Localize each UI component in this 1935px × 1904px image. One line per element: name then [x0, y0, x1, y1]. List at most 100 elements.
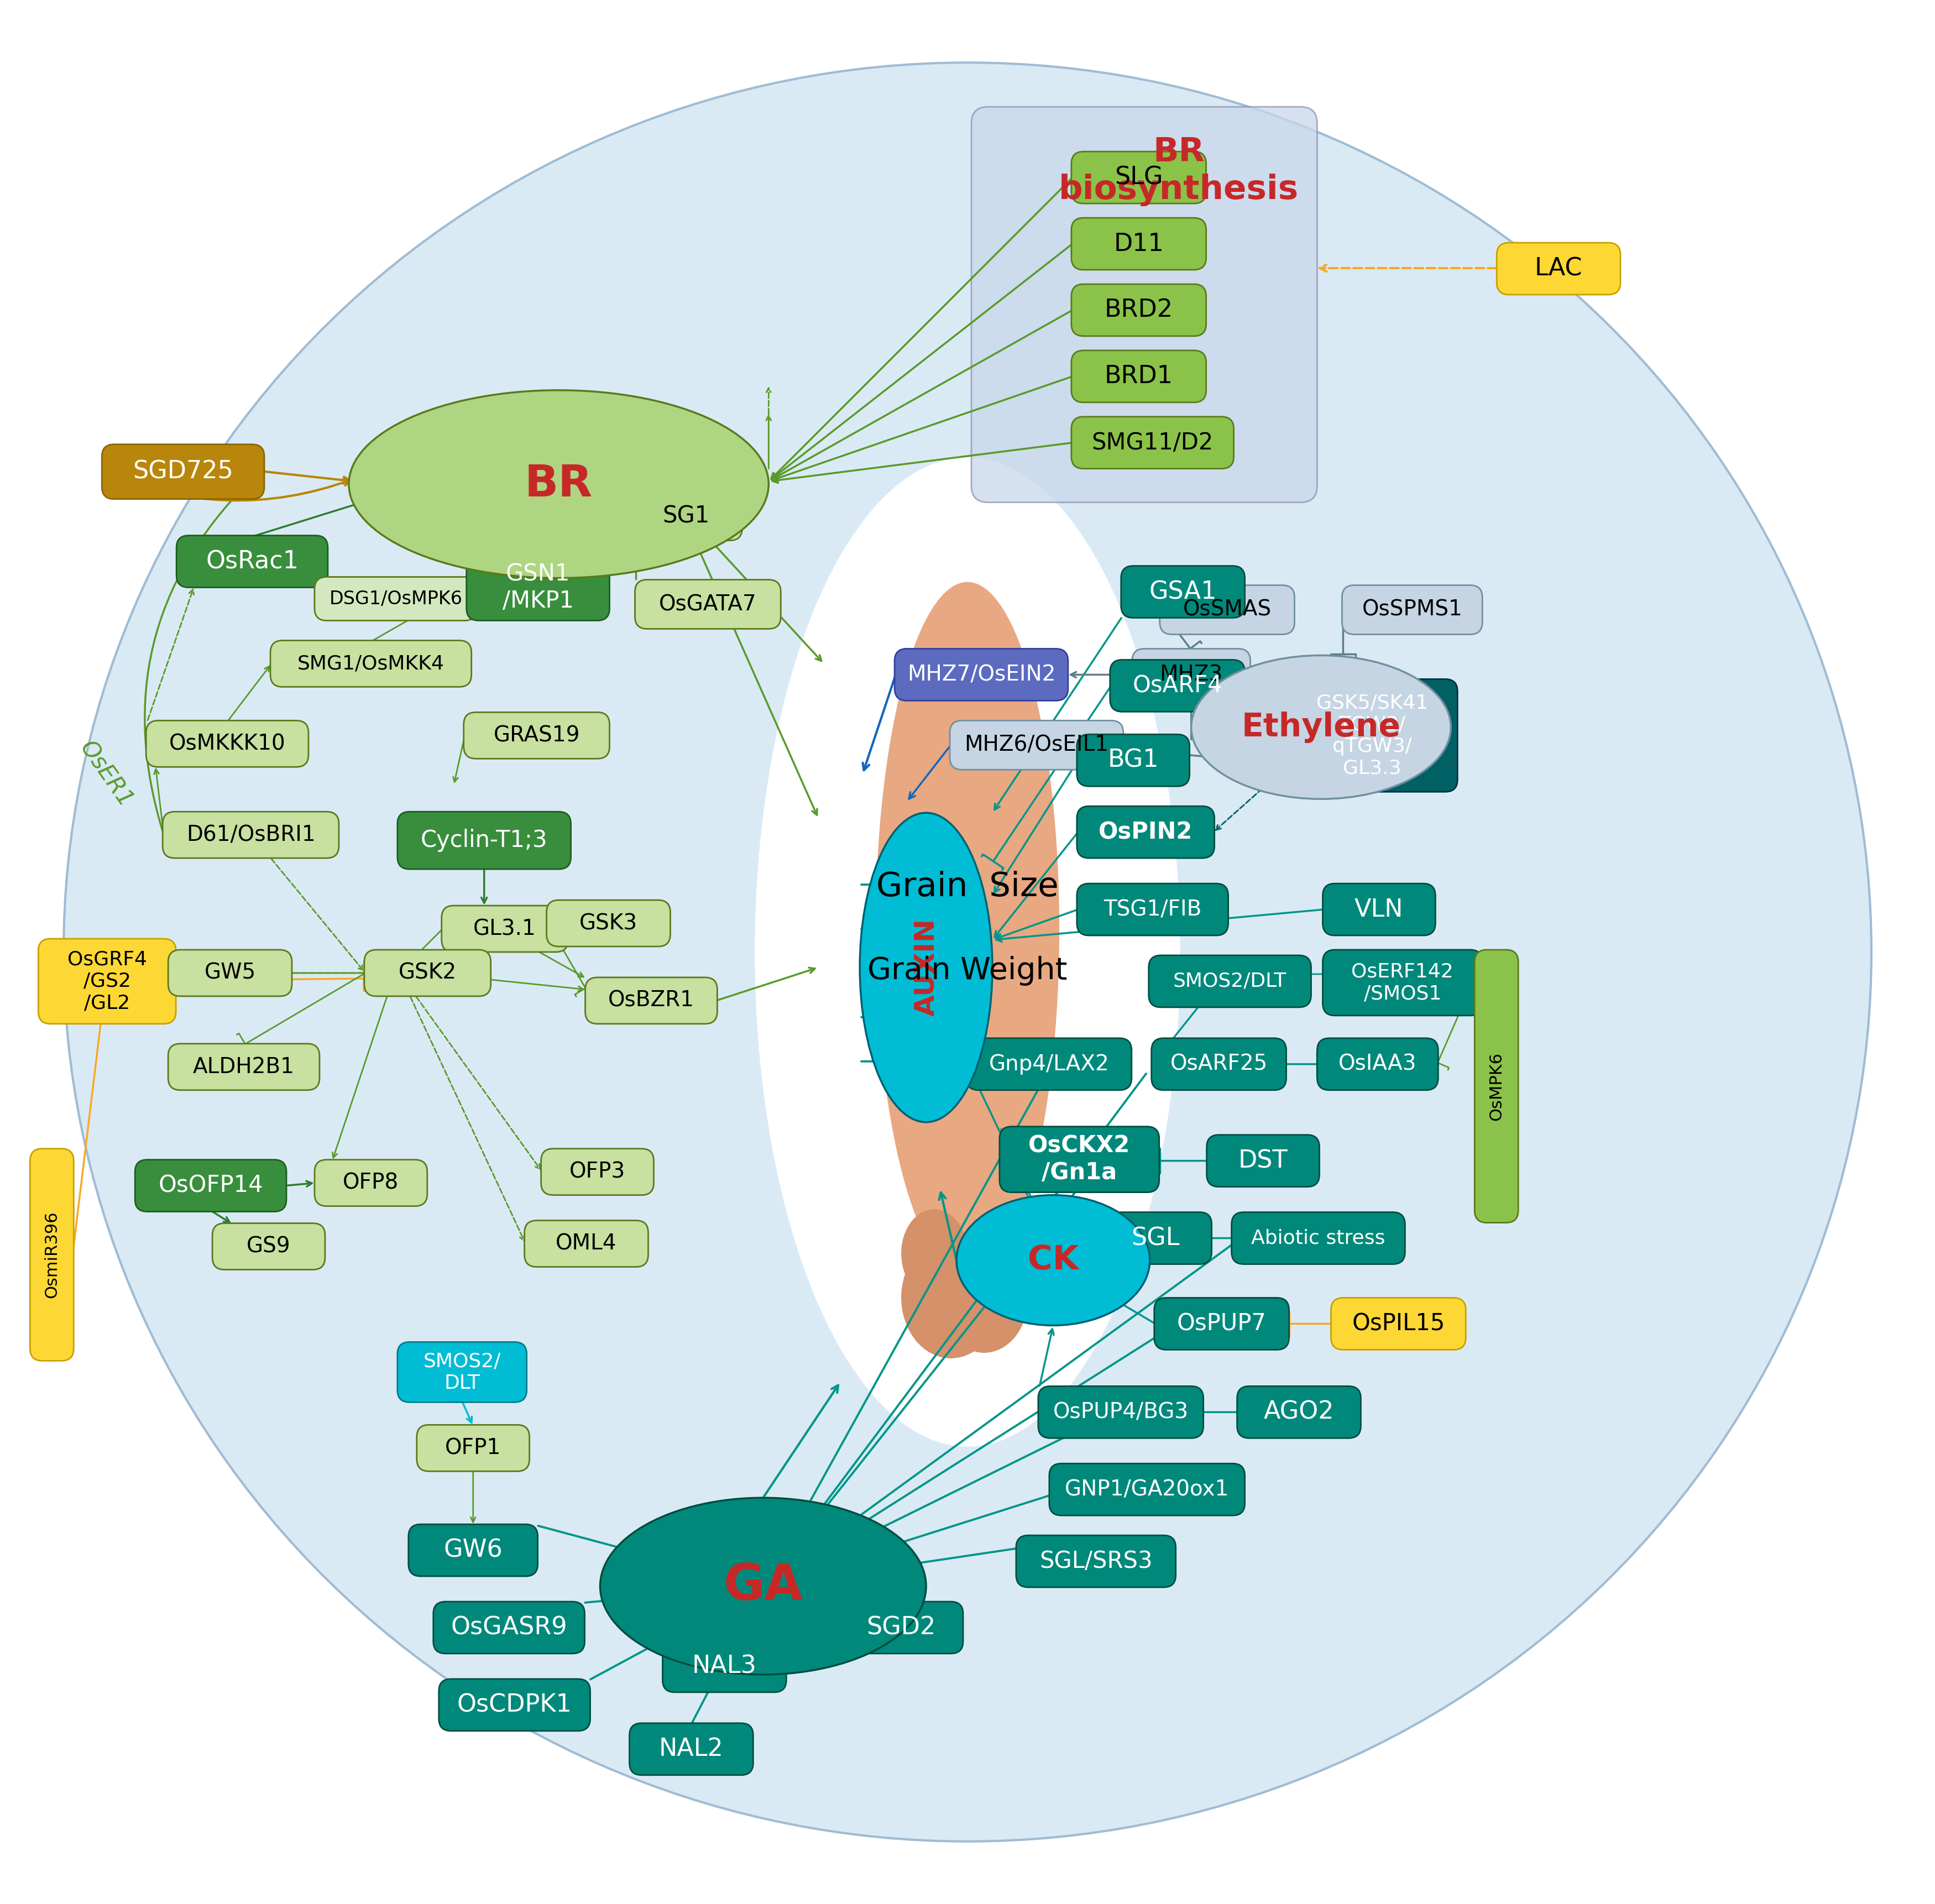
FancyBboxPatch shape [213, 1222, 325, 1270]
FancyBboxPatch shape [1072, 350, 1206, 402]
Text: OsBZR1: OsBZR1 [608, 990, 695, 1011]
FancyBboxPatch shape [39, 939, 176, 1024]
Text: BG1: BG1 [1107, 748, 1159, 773]
Text: GSK2: GSK2 [399, 963, 457, 984]
Text: TSG1/FIB: TSG1/FIB [1103, 899, 1202, 920]
Text: SMOS2/DLT: SMOS2/DLT [1173, 971, 1287, 990]
FancyBboxPatch shape [1324, 950, 1482, 1015]
FancyBboxPatch shape [629, 1723, 753, 1775]
Ellipse shape [859, 813, 993, 1121]
Text: SGL: SGL [1132, 1226, 1180, 1251]
FancyBboxPatch shape [1236, 1386, 1360, 1438]
FancyBboxPatch shape [1078, 735, 1190, 786]
FancyBboxPatch shape [1132, 649, 1250, 701]
Text: OsOFP14: OsOFP14 [159, 1175, 263, 1198]
Text: BR
biosynthesis: BR biosynthesis [1058, 135, 1298, 206]
FancyBboxPatch shape [1149, 956, 1312, 1007]
Text: MHZ7/OsEIN2: MHZ7/OsEIN2 [908, 664, 1055, 685]
FancyBboxPatch shape [950, 720, 1124, 769]
Text: GA: GA [724, 1561, 803, 1611]
FancyBboxPatch shape [894, 649, 1068, 701]
Text: OsRac1: OsRac1 [205, 550, 298, 573]
FancyBboxPatch shape [1072, 284, 1206, 337]
FancyBboxPatch shape [542, 1148, 654, 1196]
FancyBboxPatch shape [1072, 152, 1206, 204]
Text: OsGATA7: OsGATA7 [660, 594, 757, 615]
FancyBboxPatch shape [629, 491, 743, 541]
FancyBboxPatch shape [1207, 1135, 1320, 1186]
Ellipse shape [902, 1209, 968, 1297]
Text: OFP3: OFP3 [569, 1161, 625, 1182]
Text: OsPUP7: OsPUP7 [1176, 1312, 1265, 1335]
FancyBboxPatch shape [1231, 1213, 1405, 1264]
FancyBboxPatch shape [464, 712, 610, 758]
Text: OsGASR9: OsGASR9 [451, 1616, 567, 1639]
Text: GL3.1: GL3.1 [474, 918, 536, 939]
Text: AGO2: AGO2 [1264, 1399, 1335, 1424]
FancyBboxPatch shape [1159, 585, 1295, 634]
Text: BR: BR [524, 463, 592, 506]
Text: DST: DST [1238, 1148, 1289, 1173]
Text: VLN: VLN [1354, 897, 1403, 922]
Text: MHZ3: MHZ3 [1159, 664, 1223, 685]
FancyBboxPatch shape [441, 906, 569, 952]
Text: OML4: OML4 [555, 1234, 617, 1255]
FancyBboxPatch shape [315, 577, 476, 621]
FancyBboxPatch shape [103, 444, 265, 499]
Text: SGL/SRS3: SGL/SRS3 [1039, 1550, 1153, 1573]
Ellipse shape [969, 1213, 1031, 1295]
Text: SLG: SLG [1115, 166, 1163, 188]
Text: GSN1
/MKP1: GSN1 /MKP1 [503, 564, 573, 613]
Text: Ethylene: Ethylene [1242, 712, 1401, 743]
Text: GNP1/GA20ox1: GNP1/GA20ox1 [1064, 1479, 1229, 1500]
Text: Abiotic stress: Abiotic stress [1252, 1228, 1385, 1247]
FancyBboxPatch shape [315, 1160, 428, 1205]
Ellipse shape [902, 1238, 1000, 1358]
Text: BRD2: BRD2 [1105, 299, 1173, 322]
FancyBboxPatch shape [439, 1679, 590, 1731]
FancyBboxPatch shape [1016, 1535, 1176, 1588]
FancyBboxPatch shape [416, 1424, 530, 1472]
Text: SMG11/D2: SMG11/D2 [1091, 430, 1213, 455]
Ellipse shape [64, 63, 1871, 1841]
FancyBboxPatch shape [1072, 217, 1206, 270]
FancyBboxPatch shape [635, 579, 782, 628]
FancyBboxPatch shape [1078, 805, 1215, 859]
Ellipse shape [1192, 655, 1451, 800]
FancyBboxPatch shape [163, 811, 339, 859]
Text: OsCKX2
/Gn1a: OsCKX2 /Gn1a [1027, 1135, 1130, 1184]
Text: NAL2: NAL2 [660, 1736, 724, 1761]
FancyBboxPatch shape [364, 950, 491, 996]
Text: GS9: GS9 [246, 1236, 290, 1257]
Ellipse shape [755, 457, 1180, 1447]
FancyBboxPatch shape [1496, 242, 1620, 295]
FancyBboxPatch shape [433, 1601, 584, 1653]
Text: SGD2: SGD2 [867, 1616, 937, 1639]
FancyBboxPatch shape [1343, 585, 1482, 634]
Ellipse shape [940, 1241, 1027, 1354]
Ellipse shape [600, 1498, 927, 1674]
Text: D61/OsBRI1: D61/OsBRI1 [186, 824, 315, 845]
FancyBboxPatch shape [1072, 417, 1235, 468]
Text: OsER1: OsER1 [75, 737, 137, 811]
Text: OsSPMS1: OsSPMS1 [1362, 600, 1463, 621]
Text: AUXIN: AUXIN [913, 918, 938, 1017]
FancyBboxPatch shape [271, 640, 472, 687]
Text: GW6: GW6 [443, 1538, 503, 1561]
FancyBboxPatch shape [662, 1639, 786, 1693]
Text: GW5: GW5 [205, 963, 255, 984]
FancyBboxPatch shape [168, 1043, 319, 1091]
FancyBboxPatch shape [1331, 1299, 1467, 1350]
Text: OsSMAS: OsSMAS [1182, 600, 1271, 621]
Text: Grain Weight: Grain Weight [867, 956, 1068, 986]
FancyBboxPatch shape [1151, 1038, 1287, 1091]
FancyBboxPatch shape [1474, 950, 1519, 1222]
FancyBboxPatch shape [1153, 1299, 1289, 1350]
Text: GSK3: GSK3 [579, 912, 637, 933]
Text: GSK5/SK41
TGW3/
qTGW3/
GL3.3: GSK5/SK41 TGW3/ qTGW3/ GL3.3 [1316, 693, 1428, 777]
Text: BRD1: BRD1 [1105, 364, 1173, 388]
Text: OsERF142
/SMOS1: OsERF142 /SMOS1 [1351, 962, 1453, 1003]
Text: OsPUP4/BG3: OsPUP4/BG3 [1053, 1401, 1188, 1422]
Text: OsMKKK10: OsMKKK10 [168, 733, 286, 754]
FancyBboxPatch shape [31, 1148, 74, 1361]
